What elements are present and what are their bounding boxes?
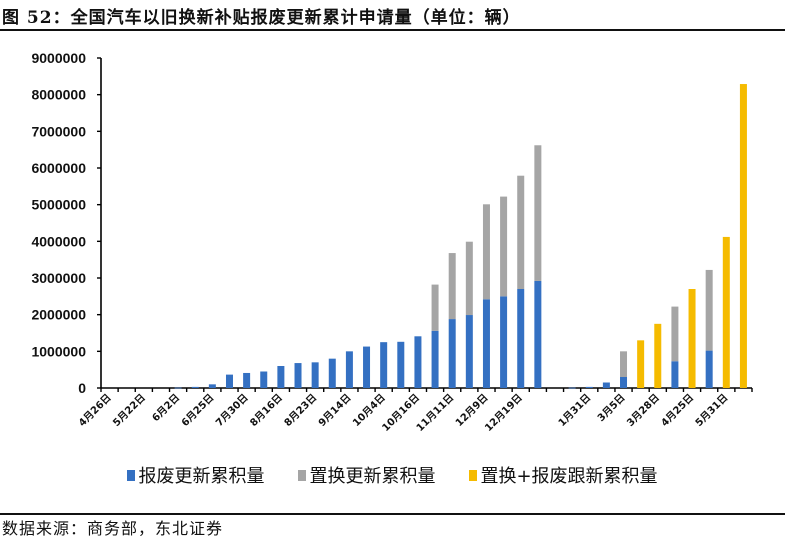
bar-chart: 0 1000000 2000000 3000000 4000000 5000000 6000… (31, 50, 753, 434)
bar-replace (620, 351, 628, 377)
bar-scrap (534, 280, 542, 388)
bar-scrap (517, 289, 525, 388)
bar-scrap (500, 296, 508, 388)
x-tick-label: 12月19日 (483, 392, 525, 434)
legend-label: 置换+报废跟新累积量 (480, 466, 658, 487)
bar-scrap (585, 386, 593, 388)
bar-replace (534, 145, 542, 281)
bar-scrap (671, 361, 679, 388)
legend-item: 置换+报废跟新累积量 (469, 462, 658, 488)
bar-scrap (448, 319, 456, 388)
bar-scrap (243, 372, 251, 388)
y-tick-label: 5000000 (31, 197, 86, 213)
legend-label: 报废更新累积量 (138, 466, 265, 487)
x-tick-label: 6月25日 (179, 392, 216, 429)
legend-swatch-gray (298, 469, 307, 481)
legend: 报废更新累积量 置换更新累积量 置换+报废跟新累积量 (0, 462, 785, 488)
x-tick-label: 11月11日 (414, 392, 456, 434)
bar-replace (705, 269, 713, 351)
y-tick-label: 9000000 (31, 50, 86, 66)
bar-scrap (363, 346, 371, 388)
source-note: 数据来源：商务部，东北证券 (2, 519, 224, 538)
y-tick-label: 6000000 (31, 160, 86, 176)
bar-scrap (328, 358, 336, 388)
legend-swatch-yellow (469, 469, 478, 481)
bar-scrap (705, 350, 713, 388)
x-tick-label: 1月31日 (556, 392, 593, 429)
bar-scrap (397, 341, 405, 388)
bar-scrap (602, 382, 610, 388)
bar-combined (688, 289, 696, 388)
y-tick-label: 4000000 (31, 233, 86, 249)
bar-replace (431, 284, 439, 331)
x-tick-label: 5月31日 (693, 392, 730, 429)
figure-title: 图 52：全国汽车以旧换新补贴报废更新累计申请量（单位：辆） (2, 8, 521, 28)
bar-scrap (345, 351, 353, 388)
bar-scrap (431, 330, 439, 388)
source-rule (0, 513, 785, 515)
x-tick-label: 9月14日 (316, 392, 353, 429)
bar-combined (722, 236, 730, 388)
bar-scrap (225, 374, 233, 388)
y-tick-label: 8000000 (31, 87, 86, 103)
bar-replace (517, 175, 525, 289)
x-tick-label: 8月16日 (248, 392, 285, 429)
bar-replace (500, 196, 508, 297)
title-rule (0, 29, 785, 31)
x-tick-label: 7月30日 (213, 392, 250, 429)
legend-swatch-blue (127, 469, 136, 481)
bar-scrap (260, 371, 268, 388)
legend-label: 置换更新累积量 (309, 466, 436, 487)
bar-combined (654, 323, 662, 388)
bar-combined (637, 340, 645, 388)
y-tick-label: 2000000 (31, 307, 86, 323)
bar-scrap (482, 299, 490, 388)
bar-replace (482, 204, 490, 300)
x-tick-label: 5月22日 (111, 392, 148, 429)
bar-scrap (568, 387, 576, 389)
bar-scrap (380, 342, 388, 388)
y-tick-label: 0 (78, 380, 86, 396)
legend-item: 置换更新累积量 (298, 462, 435, 488)
bar-scrap (208, 384, 216, 388)
x-tick-label: 4月26日 (76, 392, 113, 429)
bar-combined (739, 84, 747, 389)
bar-replace (465, 241, 473, 316)
x-tick-label: 3月28日 (625, 392, 662, 429)
bar-scrap (191, 386, 199, 388)
y-tick-label: 3000000 (31, 270, 86, 286)
bar-scrap (465, 315, 473, 388)
x-tick-label: 6月2日 (150, 392, 182, 424)
bar-scrap (294, 363, 302, 388)
x-tick-label: 8月23日 (282, 392, 319, 429)
bar-scrap (414, 336, 422, 388)
x-tick-label: 4月25日 (659, 392, 696, 429)
bar-replace (448, 253, 456, 320)
legend-item: 报废更新累积量 (127, 462, 264, 488)
y-tick-label: 1000000 (31, 343, 86, 359)
bar-scrap (620, 377, 628, 388)
bar-scrap (311, 362, 319, 388)
x-tick-label: 3月5日 (595, 392, 627, 424)
bar-replace (671, 306, 679, 362)
bar-scrap (277, 366, 285, 388)
bar-scrap (174, 387, 182, 389)
y-tick-label: 7000000 (31, 123, 86, 139)
